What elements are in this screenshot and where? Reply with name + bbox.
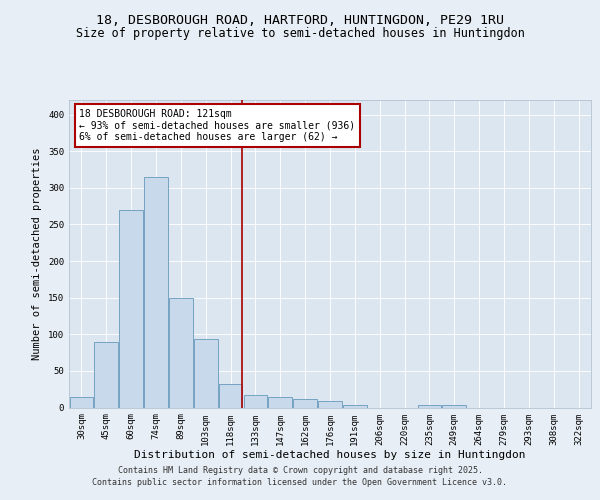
Bar: [293, 398, 317, 407]
Bar: [442, 406, 466, 407]
Text: Contains HM Land Registry data © Crown copyright and database right 2025.: Contains HM Land Registry data © Crown c…: [118, 466, 482, 475]
Bar: [94, 342, 118, 407]
Y-axis label: Number of semi-detached properties: Number of semi-detached properties: [32, 148, 43, 360]
Text: Contains public sector information licensed under the Open Government Licence v3: Contains public sector information licen…: [92, 478, 508, 487]
Bar: [318, 401, 342, 407]
Text: Size of property relative to semi-detached houses in Huntingdon: Size of property relative to semi-detach…: [76, 28, 524, 40]
Bar: [244, 395, 267, 407]
Bar: [268, 397, 292, 407]
Bar: [70, 396, 93, 407]
Bar: [194, 340, 218, 407]
Text: 18 DESBOROUGH ROAD: 121sqm
← 93% of semi-detached houses are smaller (936)
6% of: 18 DESBOROUGH ROAD: 121sqm ← 93% of semi…: [79, 109, 356, 142]
Bar: [144, 177, 168, 408]
Bar: [169, 298, 193, 408]
Bar: [119, 210, 143, 408]
Bar: [418, 404, 441, 407]
X-axis label: Distribution of semi-detached houses by size in Huntingdon: Distribution of semi-detached houses by …: [134, 450, 526, 460]
Bar: [219, 384, 242, 407]
Bar: [343, 404, 367, 407]
Text: 18, DESBOROUGH ROAD, HARTFORD, HUNTINGDON, PE29 1RU: 18, DESBOROUGH ROAD, HARTFORD, HUNTINGDO…: [96, 14, 504, 27]
